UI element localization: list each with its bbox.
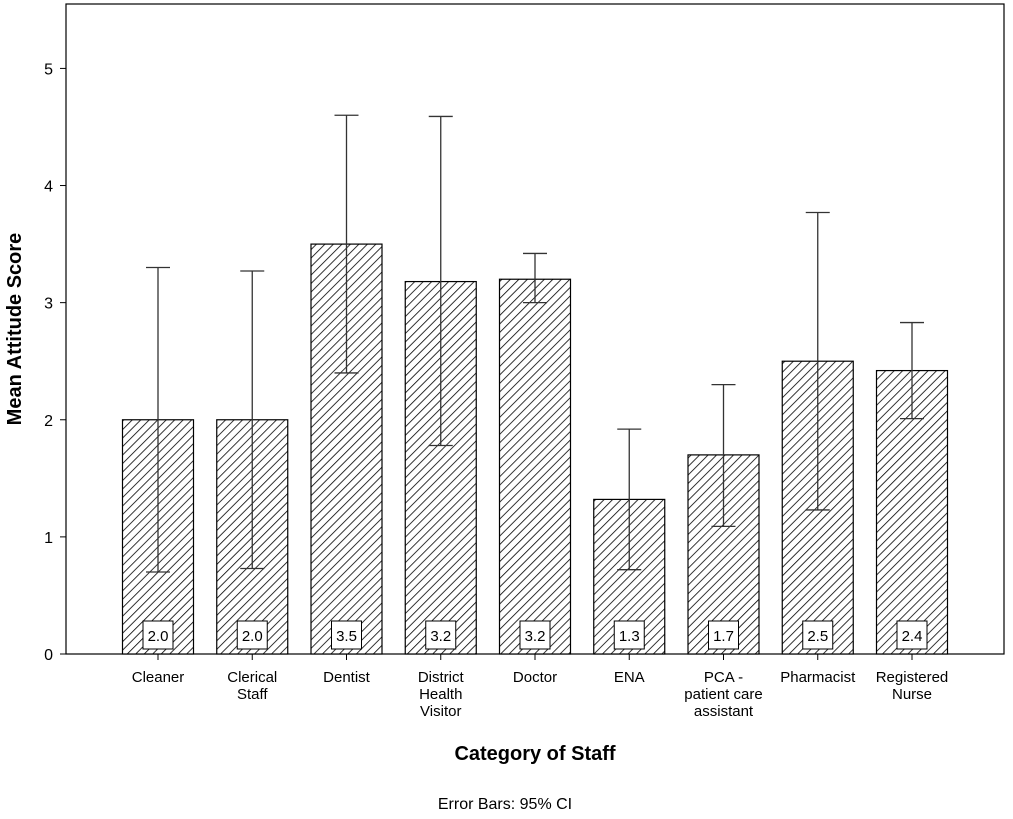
y-tick-label: 4	[44, 179, 53, 196]
x-tick-label-line: District	[418, 669, 465, 686]
y-axis: 0 1 2 3 4 5	[44, 61, 66, 664]
bars	[121, 243, 949, 655]
footnote: Error Bars: 95% CI	[438, 796, 572, 813]
y-tick-label: 3	[44, 296, 53, 313]
x-tick-label-line: ENA	[614, 669, 645, 686]
bar	[498, 278, 572, 655]
y-tick-label: 1	[44, 530, 53, 547]
value-label: 3.2	[525, 628, 546, 645]
x-tick-label-line: Doctor	[513, 669, 557, 686]
x-axis: Cleaner Clerical Staff Dentist District Healt…	[132, 654, 949, 720]
value-label-box	[708, 620, 739, 650]
x-tick-label-line: Staff	[237, 686, 268, 703]
x-tick-label: Dentist	[323, 669, 371, 686]
x-tick-label: Registered Nurse	[876, 669, 949, 703]
value-label-box	[896, 620, 928, 650]
value-label: 2.0	[148, 628, 169, 645]
value-labels: 2.0 2.0 3.5 3.2 3.2 1.3 1.7 2.5 2.4	[142, 620, 928, 650]
x-axis-title: Category of Staff	[454, 743, 615, 765]
x-tick-label: Cleaner	[132, 669, 185, 686]
value-label-box	[331, 620, 362, 650]
value-label: 3.2	[430, 628, 451, 645]
x-tick-label: PCA -patient care assistant	[684, 669, 762, 720]
y-tick-label: 2	[44, 413, 53, 430]
value-label-box	[142, 620, 174, 650]
x-tick-label-line: Registered	[876, 669, 949, 686]
value-label-box	[802, 620, 834, 650]
x-tick-label-line: Dentist	[323, 669, 371, 686]
x-tick-label-line: Clerical	[227, 669, 277, 686]
x-tick-label-line: Visitor	[420, 703, 461, 720]
value-label-box	[519, 620, 551, 650]
y-tick-label: 0	[44, 647, 53, 664]
x-tick-label-line: Nurse	[892, 686, 932, 703]
x-tick-label: Clerical Staff	[227, 669, 277, 703]
value-label: 2.0	[242, 628, 263, 645]
value-label: 1.3	[619, 628, 640, 645]
x-tick-label: Doctor	[513, 669, 557, 686]
x-tick-label-line: Health	[419, 686, 462, 703]
value-label-box	[236, 620, 268, 650]
x-tick-label: Pharmacist	[780, 669, 856, 686]
error-bars	[146, 114, 924, 573]
x-tick-label-line: Pharmacist	[780, 669, 856, 686]
y-tick-label: 5	[44, 61, 53, 78]
x-tick-label-line: patient care	[684, 686, 762, 703]
x-tick-label-line: Cleaner	[132, 669, 185, 686]
value-label: 2.5	[807, 628, 828, 645]
value-label: 1.7	[713, 628, 734, 645]
x-tick-label: District Health Visitor	[418, 669, 465, 720]
value-label-box	[425, 620, 457, 650]
value-label-box	[613, 620, 645, 650]
value-label: 3.5	[336, 628, 357, 645]
value-label: 2.4	[902, 628, 923, 645]
y-axis-title: Mean Attitude Score	[4, 233, 26, 426]
x-tick-label-line: assistant	[694, 703, 754, 720]
x-tick-label: ENA	[614, 669, 645, 686]
x-tick-label-line: PCA -	[704, 669, 743, 686]
